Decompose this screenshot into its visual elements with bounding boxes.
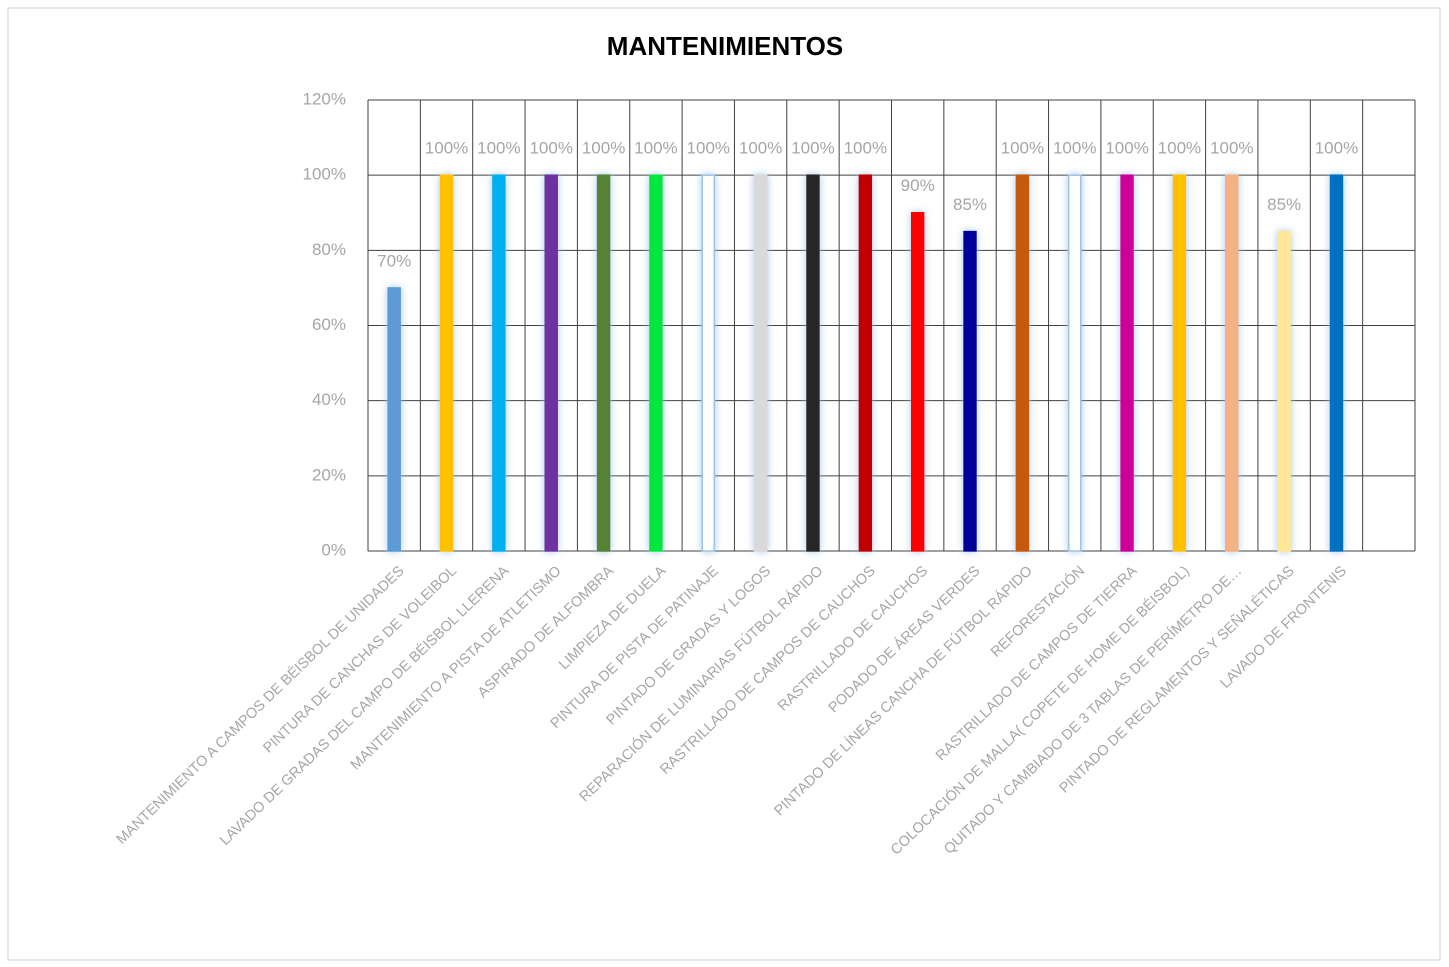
- y-tick-label: 80%: [312, 240, 346, 259]
- data-label: 100%: [425, 139, 468, 158]
- bar: [1277, 230, 1291, 552]
- bar: [1225, 174, 1239, 552]
- bar: [1172, 174, 1187, 552]
- data-label: 100%: [1001, 139, 1044, 158]
- bar: [1120, 174, 1134, 552]
- data-label: 100%: [1158, 139, 1201, 158]
- bar: [544, 174, 558, 552]
- bar: [492, 174, 506, 552]
- data-label: 100%: [582, 139, 625, 158]
- bar: [1329, 174, 1344, 552]
- bar: [701, 174, 716, 552]
- bar: [439, 174, 454, 552]
- bar: [910, 212, 925, 552]
- data-label: 100%: [529, 139, 572, 158]
- bar: [858, 174, 873, 552]
- y-tick-label: 20%: [312, 465, 346, 484]
- y-tick-label: 40%: [312, 390, 346, 409]
- data-label: 85%: [1267, 195, 1301, 214]
- bar: [806, 174, 820, 552]
- data-label: 100%: [844, 139, 887, 158]
- bar: [1067, 174, 1082, 552]
- y-tick-label: 120%: [303, 89, 346, 108]
- y-tick-label: 100%: [303, 165, 346, 184]
- data-label: 100%: [687, 139, 730, 158]
- bar: [387, 287, 401, 552]
- data-label: 100%: [1053, 139, 1096, 158]
- data-label: 100%: [477, 139, 520, 158]
- chart-title: MANTENIMIENTOS: [607, 31, 843, 61]
- data-label: 100%: [634, 139, 677, 158]
- data-label: 100%: [1105, 139, 1148, 158]
- data-label: 100%: [739, 139, 782, 158]
- data-label: 100%: [1210, 139, 1253, 158]
- data-label: 90%: [901, 176, 935, 195]
- bar: [753, 174, 768, 552]
- y-tick-label: 0%: [321, 540, 346, 559]
- data-label: 70%: [377, 251, 411, 270]
- data-label: 100%: [791, 139, 834, 158]
- data-label: 85%: [953, 195, 987, 214]
- bar: [649, 174, 663, 552]
- chart-frame: [7, 7, 1441, 961]
- bar: [1015, 174, 1030, 552]
- y-tick-label: 60%: [312, 315, 346, 334]
- data-label: 100%: [1315, 139, 1358, 158]
- bar: [963, 230, 977, 552]
- bar: [596, 174, 611, 552]
